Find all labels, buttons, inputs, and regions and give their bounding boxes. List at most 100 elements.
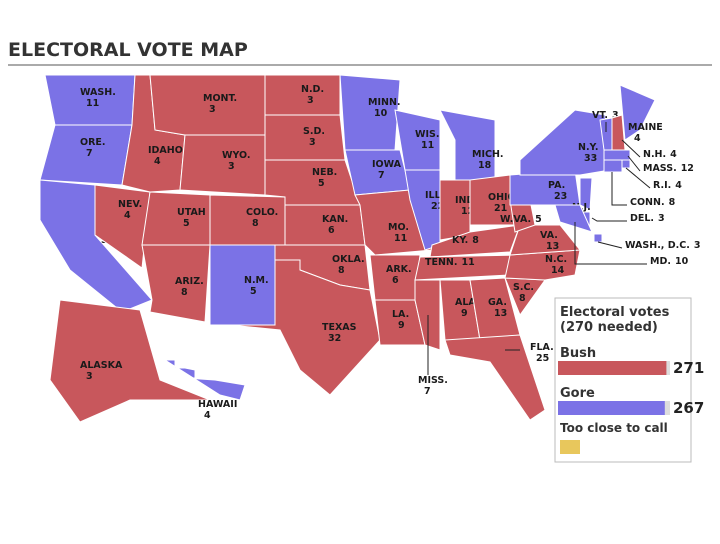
state — [619, 84, 656, 141]
state-name: MAINE — [628, 122, 663, 133]
state-name: MONT. — [203, 93, 237, 104]
leader-line — [611, 172, 627, 206]
state — [509, 224, 581, 256]
state-name: N.D. — [301, 84, 324, 95]
state-name: MINN. — [368, 97, 401, 108]
state-votes: 7 — [86, 148, 93, 159]
state-votes: 14 — [551, 265, 565, 276]
state-name: N.M. — [244, 275, 269, 286]
state-name: VA. — [540, 230, 558, 241]
state-votes: 4 — [634, 133, 641, 144]
state-votes: 8 — [252, 218, 259, 229]
state-votes: 9 — [398, 320, 405, 331]
state-votes: 8 — [669, 197, 676, 208]
state-name: COLO. — [246, 207, 278, 218]
state — [579, 177, 593, 211]
state-votes: 3 — [86, 371, 93, 382]
state-name: OHIO — [488, 192, 516, 203]
state-votes: 5 — [250, 286, 257, 297]
state-name: S.D. — [303, 126, 325, 137]
state-name: N.C. — [545, 254, 567, 265]
state-votes: 18 — [478, 160, 492, 171]
legend-title: Electoral votes — [560, 305, 670, 320]
state-votes: 4 — [670, 149, 677, 160]
vote-bar — [558, 361, 667, 375]
state-name: VT. — [592, 110, 608, 121]
state — [141, 244, 211, 323]
state-votes: 11 — [394, 233, 407, 244]
state-name: IOWA — [372, 159, 402, 170]
state-votes: 10 — [374, 108, 388, 119]
state-votes: 8 — [472, 235, 479, 246]
state-name: ARK. — [386, 264, 412, 275]
legend-box — [554, 297, 692, 463]
state — [94, 184, 151, 269]
state — [339, 74, 401, 151]
state-name: GA. — [488, 297, 507, 308]
leader-line — [597, 241, 623, 249]
state-votes: 11 — [86, 98, 99, 109]
state-name: OKLA. — [332, 254, 365, 265]
tossup-swatch — [560, 440, 580, 454]
state-votes: 3 — [612, 110, 619, 121]
state-votes: 7 — [378, 170, 385, 181]
state — [163, 359, 246, 401]
leader-line — [621, 139, 641, 158]
state-votes: 8 — [519, 293, 526, 304]
state-name: WYO. — [222, 150, 251, 161]
state-votes: 6 — [328, 225, 335, 236]
state — [603, 149, 631, 161]
state-votes: 3 — [694, 240, 701, 251]
state-name: CONN. — [630, 197, 665, 208]
state-name: N.Y. — [578, 142, 598, 153]
state-votes: 12 — [681, 163, 694, 174]
state-votes: 22 — [431, 201, 444, 212]
state-votes: 6 — [392, 275, 399, 286]
state-votes: 3 — [228, 161, 235, 172]
state — [444, 334, 546, 421]
state — [141, 191, 211, 246]
state — [284, 204, 366, 246]
state-name: MASS. — [643, 163, 677, 174]
map-title: ELECTORAL VOTE MAP — [8, 39, 248, 61]
state — [593, 233, 603, 243]
state-votes: 8 — [181, 287, 188, 298]
state-votes: 13 — [546, 241, 559, 252]
state-votes: 4 — [154, 156, 161, 167]
tossup-label: Too close to call — [560, 421, 668, 435]
state-votes: 10 — [675, 256, 689, 267]
state-votes: 23 — [554, 191, 567, 202]
state-name: IDAHO — [148, 145, 183, 156]
state — [229, 259, 381, 396]
state — [603, 159, 623, 173]
state-votes: 33 — [584, 153, 597, 164]
state-name: DEL. — [630, 213, 654, 224]
state-votes: 5 — [183, 218, 190, 229]
state-votes: 4 — [204, 410, 211, 421]
state-votes: 11 — [421, 140, 434, 151]
legend-subtitle: (270 needed) — [560, 320, 658, 335]
state-name: TENN. — [425, 257, 457, 268]
state-votes: 4 — [675, 180, 682, 191]
state-votes: 3 — [307, 95, 314, 106]
state — [621, 159, 631, 169]
state-name: LA. — [392, 309, 409, 320]
state-votes: 4 — [124, 210, 131, 221]
state-votes: 7 — [424, 386, 431, 397]
state-name: UTAH — [177, 207, 206, 218]
state — [179, 134, 266, 196]
state — [264, 114, 346, 161]
state-name: KAN. — [322, 214, 348, 225]
state — [209, 194, 286, 246]
state-name: ORE. — [80, 137, 106, 148]
state-name: MISS. — [418, 375, 448, 386]
leader-line — [574, 222, 647, 265]
state-name: MICH. — [472, 149, 504, 160]
state — [554, 204, 593, 233]
state-votes: 3 — [658, 213, 665, 224]
state-name: MD. — [650, 256, 671, 267]
state-name: WASH., D.C. — [625, 240, 690, 251]
state — [264, 74, 341, 116]
state-name: NEB. — [312, 167, 337, 178]
